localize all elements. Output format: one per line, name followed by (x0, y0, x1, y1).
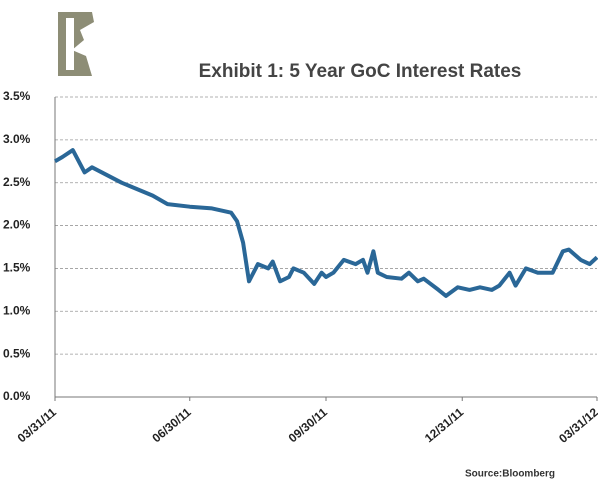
y-tick-label: 1.5% (3, 261, 31, 275)
y-tick-label: 0.0% (3, 389, 31, 403)
x-tick-label: 03/31/11 (15, 405, 60, 446)
x-tick-label: 12/31/11 (422, 405, 467, 446)
x-tick-label: 06/30/11 (149, 405, 194, 446)
x-tick-label: 03/31/12 (556, 405, 598, 446)
chart-title: Exhibit 1: 5 Year GoC Interest Rates (199, 61, 522, 82)
y-tick-label: 1.0% (3, 303, 31, 317)
source: Source:Bloomberg (465, 469, 555, 479)
series-line (53, 148, 598, 298)
y-tick-label: 3.5% (3, 89, 31, 103)
y-tick-label: 0.5% (3, 346, 31, 360)
y-tick-label: 2.0% (3, 218, 31, 232)
y-tick-label: 3.0% (3, 132, 31, 146)
logo (58, 12, 94, 76)
y-tick-label: 2.5% (3, 175, 31, 189)
x-tick-label: 09/30/11 (286, 405, 331, 446)
